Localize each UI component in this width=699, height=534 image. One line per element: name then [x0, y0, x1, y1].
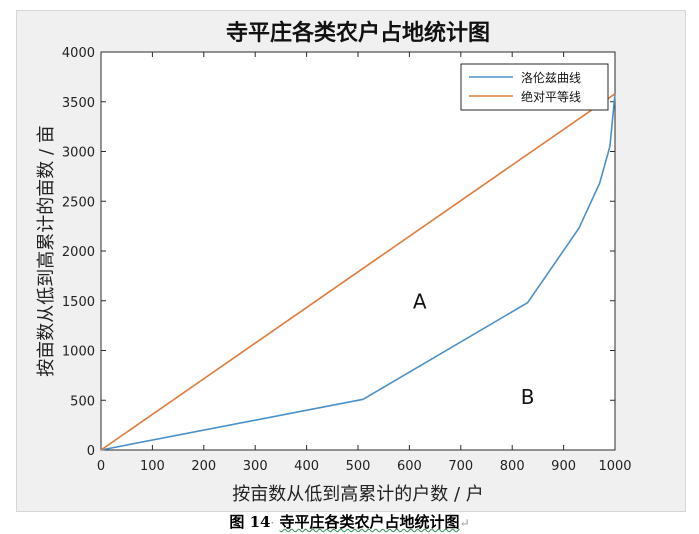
y-tick-label: 3500	[62, 96, 95, 111]
x-tick-label: 500	[346, 459, 371, 474]
plot-area	[100, 51, 616, 451]
x-tick-label: 700	[448, 459, 473, 474]
legend-box	[460, 63, 609, 111]
y-tick-label: 4000	[62, 46, 95, 61]
annotation-label: A	[413, 290, 427, 314]
axis-ticks: 0 100 200 300 400 500 600 700 800 900 1000 0 500 1000…	[62, 46, 632, 474]
x-tick-label: 200	[191, 459, 216, 474]
x-tick-label: 800	[500, 459, 525, 474]
x-tick-label: 900	[551, 459, 576, 474]
x-tick-label: 400	[294, 459, 319, 474]
y-tick-label: 1500	[62, 295, 95, 310]
y-tick-label: 0	[87, 444, 95, 459]
y-tick-label: 2500	[62, 195, 95, 210]
figure-caption: 图 14· 寺平庄各类农户占地统计图↵	[0, 511, 699, 532]
x-tick-label: 0	[97, 459, 105, 474]
caption-mark: ·	[270, 516, 275, 530]
y-tick-label: 500	[70, 394, 95, 409]
series-layer	[100, 93, 616, 451]
legend-entry: 绝对平等线	[521, 89, 581, 104]
legend-entry: 洛伦兹曲线	[521, 70, 581, 85]
caption-prefix: 图 14	[229, 513, 271, 531]
annotations: AB	[413, 290, 535, 410]
x-tick-label: 300	[243, 459, 268, 474]
annotation-label: B	[521, 385, 535, 409]
caption-text: 寺平庄各类农户占地统计图	[279, 513, 460, 531]
series-line-1	[100, 93, 616, 451]
chart-title: 寺平庄各类农户占地统计图	[226, 20, 490, 46]
series-line-0	[100, 93, 616, 451]
y-tick-label: 2000	[62, 245, 95, 260]
x-tick-label: 100	[140, 459, 165, 474]
x-axis-label: 按亩数从低到高累计的户数 / 户	[232, 484, 484, 505]
y-tick-label: 1000	[62, 345, 95, 360]
caption-end-mark: ↵	[459, 516, 470, 530]
x-tick-label: 600	[397, 459, 422, 474]
y-axis-label: 按亩数从低到高累计的亩数 / 亩	[36, 125, 57, 377]
y-tick-label: 3000	[62, 146, 95, 161]
x-tick-label: 1000	[598, 459, 631, 474]
